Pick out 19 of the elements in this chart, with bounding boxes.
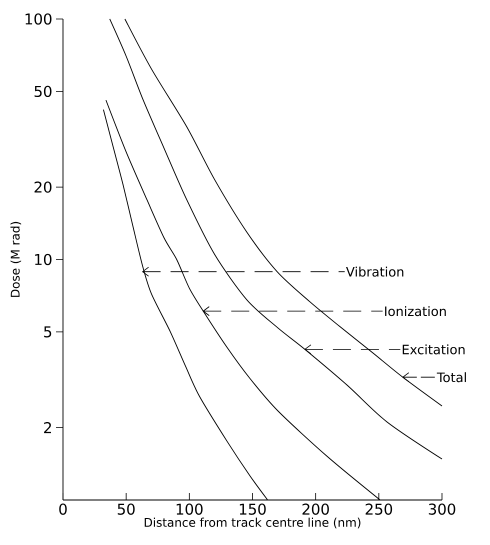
annotation: Excitation — [402, 344, 465, 354]
x-tick-label: 150 — [240, 504, 266, 515]
x-tick-label: 200 — [302, 504, 329, 515]
x-tick-label: 50 — [118, 504, 135, 515]
y-axis-title: Dose (M rad) — [10, 222, 22, 297]
y-tick-label: 100 — [26, 13, 52, 25]
y-tick-label: 5 — [44, 326, 52, 338]
y-tick-label: 2 — [44, 422, 51, 434]
annotation: Ionization — [385, 306, 446, 316]
y-tick-label: 20 — [34, 181, 52, 193]
x-tick-label: 100 — [176, 504, 203, 515]
annotation: Vibration — [346, 266, 404, 277]
x-tick-label: 250 — [366, 504, 392, 515]
x-axis-title: Distance from track centre line (nm) — [144, 518, 360, 528]
x-tick-label: 0 — [59, 504, 67, 515]
x-tick-label: 300 — [428, 504, 456, 515]
y-tick-label: 10 — [35, 254, 52, 266]
annotation: Total — [436, 372, 466, 382]
y-tick-label: 50 — [34, 86, 52, 98]
